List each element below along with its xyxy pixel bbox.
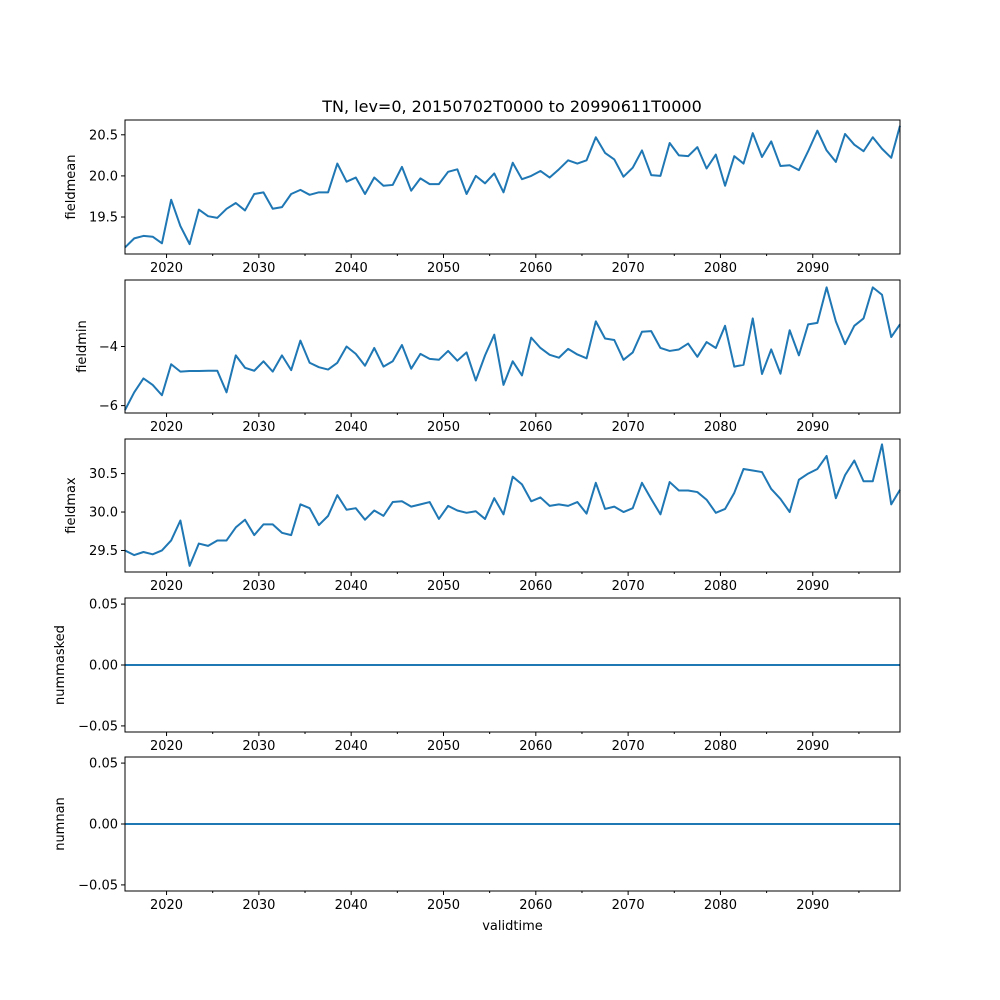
fieldmin-xtick-label: 2050	[427, 420, 460, 435]
nummasked-ylabel: nummasked	[53, 625, 68, 705]
fieldmax-xtick-label: 2050	[427, 579, 460, 594]
fieldmax-xtick-label: 2090	[796, 579, 829, 594]
numnan-xtick-label: 2080	[704, 898, 737, 913]
numnan-xtick-label: 2070	[612, 898, 645, 913]
fieldmax-axes-frame	[124, 438, 901, 573]
numnan-ytick-label: 0.05	[89, 757, 118, 772]
fieldmean-xtick-label: 2090	[796, 261, 829, 276]
fieldmin-ytick-label: −6	[99, 399, 118, 414]
nummasked-xtick-label: 2020	[150, 739, 183, 754]
numnan-ytick-label: −0.05	[78, 878, 118, 893]
subplot-stack: 19.5 20.0 20.5 2020 2030 2040 2050 2060 2070 2080…	[53, 119, 901, 934]
chart-title: TN, lev=0, 20150702T0000 to 20990611T000…	[321, 97, 702, 116]
nummasked-ytick-label: 0.05	[89, 598, 118, 613]
numnan-xtick-label: 2050	[427, 898, 460, 913]
fieldmax-ylabel: fieldmax	[64, 477, 79, 534]
nummasked-ytick-label: −0.05	[78, 719, 118, 734]
fieldmax-xtick-label: 2060	[519, 579, 552, 594]
numnan-xtick-label: 2060	[519, 898, 552, 913]
fieldmean-xtick-label: 2030	[242, 261, 275, 276]
numnan-xtick-label: 2030	[242, 898, 275, 913]
subplot-numnan: −0.05 0.00 0.05 2020 2030 2040 2050 2060 2070 208…	[53, 756, 901, 934]
nummasked-xtick-label: 2060	[519, 739, 552, 754]
fieldmin-xtick-label: 2090	[796, 420, 829, 435]
nummasked-ytick-label: 0.00	[89, 659, 118, 674]
fieldmax-xtick-label: 2020	[150, 579, 183, 594]
fieldmax-xtick-label: 2030	[242, 579, 275, 594]
fieldmax-ytick-label: 29.5	[89, 544, 118, 559]
fieldmax-ytick-label: 30.5	[89, 467, 118, 482]
numnan-ytick-label: 0.00	[89, 818, 118, 833]
nummasked-xtick-label: 2070	[612, 739, 645, 754]
xlabel: validtime	[482, 919, 543, 934]
nummasked-xtick-label: 2050	[427, 739, 460, 754]
fieldmean-xtick-label: 2040	[335, 261, 368, 276]
fieldmin-xtick-label: 2070	[612, 420, 645, 435]
nummasked-xtick-label: 2080	[704, 739, 737, 754]
subplot-nummasked: −0.05 0.00 0.05 2020 2030 2040 2050 2060 2070 208…	[53, 597, 901, 754]
fieldmin-ylabel: fieldmin	[75, 320, 90, 373]
subplot-fieldmax: 29.5 30.0 30.5 2020 2030 2040 2050 2060 2070 2080…	[64, 438, 901, 594]
fieldmean-ytick-label: 20.0	[89, 169, 118, 184]
subplot-fieldmean: 19.5 20.0 20.5 2020 2030 2040 2050 2060 2070 2080…	[64, 119, 901, 276]
fieldmean-xtick-label: 2050	[427, 261, 460, 276]
fieldmean-ytick-label: 20.5	[89, 128, 118, 143]
subplot-fieldmin: −6 −4 2020 2030 2040 2050 2060 2070 2080 2090 fiel…	[75, 279, 901, 435]
fieldmean-xtick-label: 2060	[519, 261, 552, 276]
fieldmin-xtick-label: 2060	[519, 420, 552, 435]
fieldmin-xtick-label: 2030	[242, 420, 275, 435]
fieldmin-ytick-label: −4	[99, 340, 118, 355]
numnan-xtick-label: 2040	[335, 898, 368, 913]
numnan-xtick-label: 2020	[150, 898, 183, 913]
fieldmean-ylabel: fieldmean	[64, 155, 79, 220]
fieldmax-xtick-label: 2080	[704, 579, 737, 594]
fieldmin-xtick-label: 2020	[150, 420, 183, 435]
fieldmax-xtick-label: 2070	[612, 579, 645, 594]
numnan-xtick-label: 2090	[796, 898, 829, 913]
fieldmean-ytick-label: 19.5	[89, 211, 118, 226]
fieldmax-series-line	[124, 443, 901, 567]
fieldmean-xtick-label: 2070	[612, 261, 645, 276]
fieldmin-xtick-label: 2040	[335, 420, 368, 435]
fieldmin-xtick-label: 2080	[704, 420, 737, 435]
fieldmax-xtick-label: 2040	[335, 579, 368, 594]
nummasked-xtick-label: 2030	[242, 739, 275, 754]
fieldmean-xtick-label: 2020	[150, 261, 183, 276]
fieldmax-ytick-label: 30.0	[89, 506, 118, 521]
nummasked-xtick-label: 2040	[335, 739, 368, 754]
fieldmin-axes-frame	[124, 279, 901, 414]
nummasked-xtick-label: 2090	[796, 739, 829, 754]
fieldmean-series-line	[124, 125, 901, 249]
fieldmean-xtick-label: 2080	[704, 261, 737, 276]
fieldmean-axes-frame	[124, 119, 901, 255]
fieldmin-series-line	[124, 286, 901, 411]
numnan-ylabel: numnan	[53, 797, 68, 851]
